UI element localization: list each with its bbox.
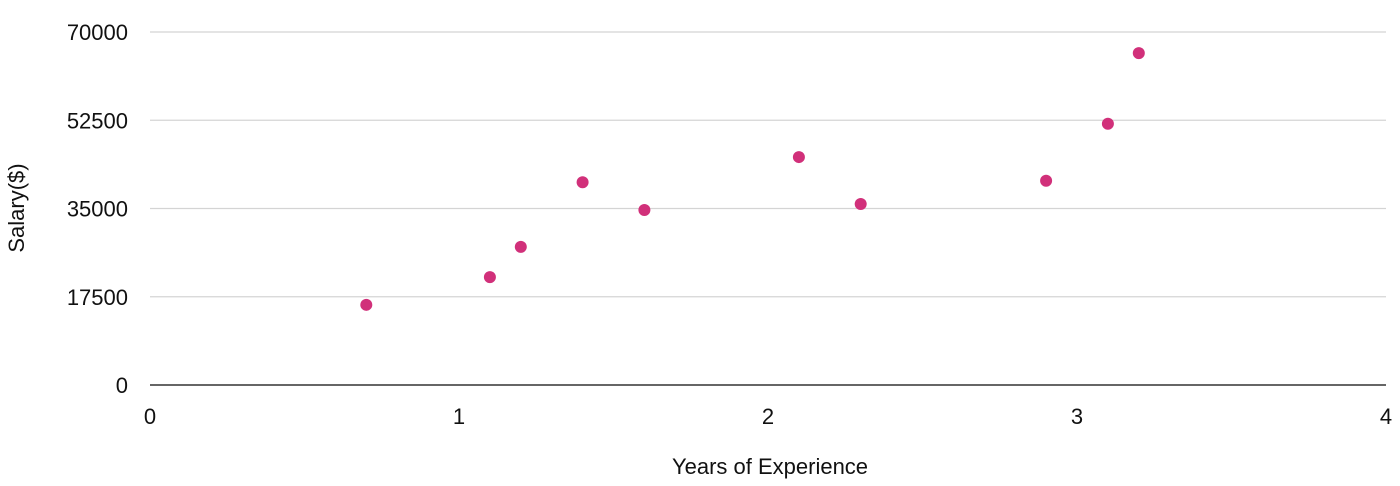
x-axis-label: Years of Experience [672, 454, 868, 479]
grid [150, 31, 1386, 386]
y-axis-label: Salary($) [4, 163, 29, 252]
x-tick-label: 2 [762, 404, 774, 429]
data-point [1132, 47, 1145, 60]
x-tick-label: 3 [1071, 404, 1083, 429]
y-tick-label: 35000 [67, 197, 128, 222]
data-point [792, 151, 805, 164]
y-tick-labels: 0 17500 35000 52500 70000 [67, 20, 128, 398]
data-point [638, 204, 651, 217]
data-point [854, 197, 867, 210]
y-tick-label: 17500 [67, 285, 128, 310]
data-point [483, 271, 496, 284]
y-tick-label: 0 [116, 373, 128, 398]
y-tick-label: 70000 [67, 20, 128, 45]
x-tick-label: 1 [453, 404, 465, 429]
data-point [576, 176, 589, 189]
data-point [360, 298, 373, 311]
data-point [1040, 174, 1053, 187]
x-tick-label: 4 [1380, 404, 1392, 429]
data-point [514, 240, 527, 253]
x-tick-label: 0 [144, 404, 156, 429]
data-point [1101, 117, 1114, 130]
data-points [360, 47, 1145, 311]
y-tick-label: 52500 [67, 108, 128, 133]
x-tick-labels: 0 1 2 3 4 [144, 404, 1392, 429]
